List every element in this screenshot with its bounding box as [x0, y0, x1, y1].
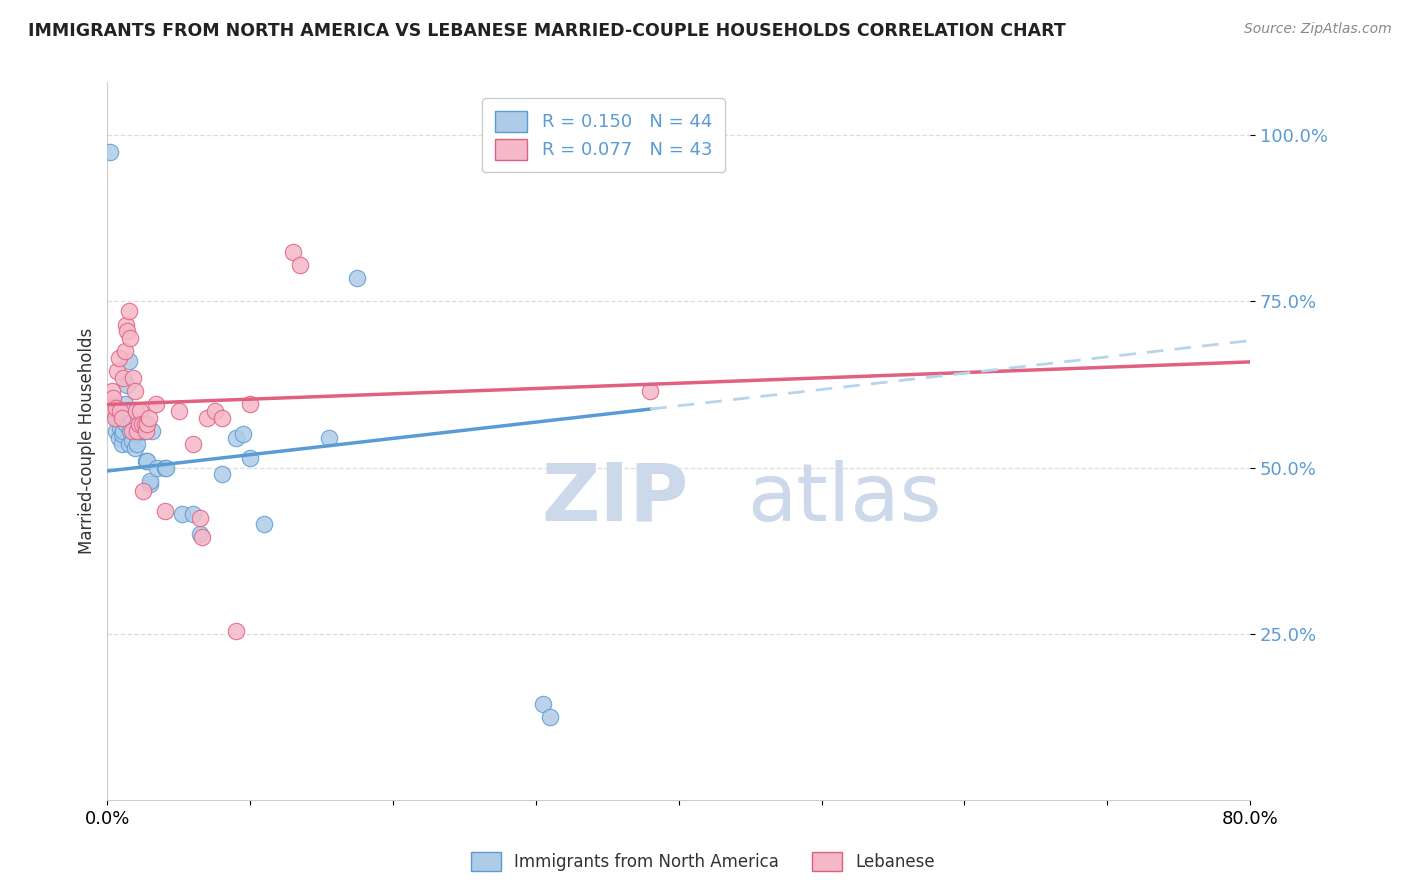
Point	[98, 401, 121, 415]
Point	[105, 364, 128, 378]
Point	[135, 424, 157, 438]
Point	[122, 414, 145, 428]
Point	[114, 344, 136, 359]
Point	[136, 454, 159, 468]
Point	[531, 697, 554, 711]
Point	[167, 404, 190, 418]
Point	[136, 417, 159, 432]
Point	[101, 391, 124, 405]
Point	[139, 477, 162, 491]
Point	[190, 531, 212, 545]
Point	[239, 397, 262, 411]
Point	[117, 377, 139, 392]
Point	[115, 417, 138, 432]
Point	[195, 410, 218, 425]
Point	[98, 145, 121, 159]
Point	[112, 371, 135, 385]
Point	[146, 460, 169, 475]
Point	[118, 304, 141, 318]
Legend: Immigrants from North America, Lebanese: Immigrants from North America, Lebanese	[463, 843, 943, 880]
Point	[100, 384, 122, 399]
Text: Source: ZipAtlas.com: Source: ZipAtlas.com	[1244, 22, 1392, 37]
Point	[101, 397, 124, 411]
Point	[125, 427, 148, 442]
Point	[281, 244, 304, 259]
Point	[181, 507, 204, 521]
Point	[225, 431, 247, 445]
Point	[115, 318, 138, 332]
Point	[110, 421, 132, 435]
Point	[132, 424, 155, 438]
Point	[120, 331, 142, 345]
Y-axis label: Married-couple Households: Married-couple Households	[79, 328, 96, 554]
Point	[128, 417, 150, 432]
Point	[139, 474, 162, 488]
Point	[105, 410, 128, 425]
Point	[153, 504, 176, 518]
Point	[122, 371, 145, 385]
Point	[155, 460, 177, 475]
Point	[108, 431, 131, 445]
Point	[104, 401, 127, 415]
Point	[135, 454, 157, 468]
Point	[111, 410, 134, 425]
Point	[131, 424, 153, 438]
Point	[138, 410, 160, 425]
Point	[103, 408, 125, 422]
Point	[239, 450, 262, 465]
Point	[117, 324, 139, 338]
Point	[124, 441, 146, 455]
Point	[181, 437, 204, 451]
Point	[121, 424, 143, 438]
Point	[204, 404, 226, 418]
Point	[127, 437, 149, 451]
Text: IMMIGRANTS FROM NORTH AMERICA VS LEBANESE MARRIED-COUPLE HOUSEHOLDS CORRELATION : IMMIGRANTS FROM NORTH AMERICA VS LEBANES…	[28, 22, 1066, 40]
Point	[232, 427, 254, 442]
Point	[638, 384, 661, 399]
Legend: R = 0.150   N = 44, R = 0.077   N = 43: R = 0.150 N = 44, R = 0.077 N = 43	[482, 98, 724, 172]
Point	[127, 424, 149, 438]
Point	[97, 397, 120, 411]
Point	[538, 710, 561, 724]
Point	[318, 431, 340, 445]
Point	[103, 410, 125, 425]
Point	[110, 404, 132, 418]
Point	[253, 517, 276, 532]
Point	[112, 424, 135, 438]
Point	[118, 437, 141, 451]
Point	[128, 424, 150, 438]
Point	[211, 410, 233, 425]
Point	[120, 424, 142, 438]
Point	[118, 354, 141, 368]
Point	[132, 483, 155, 498]
Point	[225, 624, 247, 638]
Point	[131, 417, 153, 432]
Point	[188, 527, 211, 541]
Point	[114, 397, 136, 411]
Point	[111, 437, 134, 451]
Text: atlas: atlas	[747, 459, 942, 538]
Point	[153, 460, 176, 475]
Point	[121, 434, 143, 448]
Point	[211, 467, 233, 482]
Point	[129, 404, 152, 418]
Point	[134, 417, 156, 432]
Point	[141, 424, 163, 438]
Point	[290, 258, 312, 272]
Point	[346, 271, 368, 285]
Point	[188, 510, 211, 524]
Point	[170, 507, 193, 521]
Point	[125, 404, 148, 418]
Point	[145, 397, 167, 411]
Point	[104, 424, 127, 438]
Point	[111, 427, 134, 442]
Point	[124, 384, 146, 399]
Point	[108, 351, 131, 365]
Text: ZIP: ZIP	[541, 459, 689, 538]
